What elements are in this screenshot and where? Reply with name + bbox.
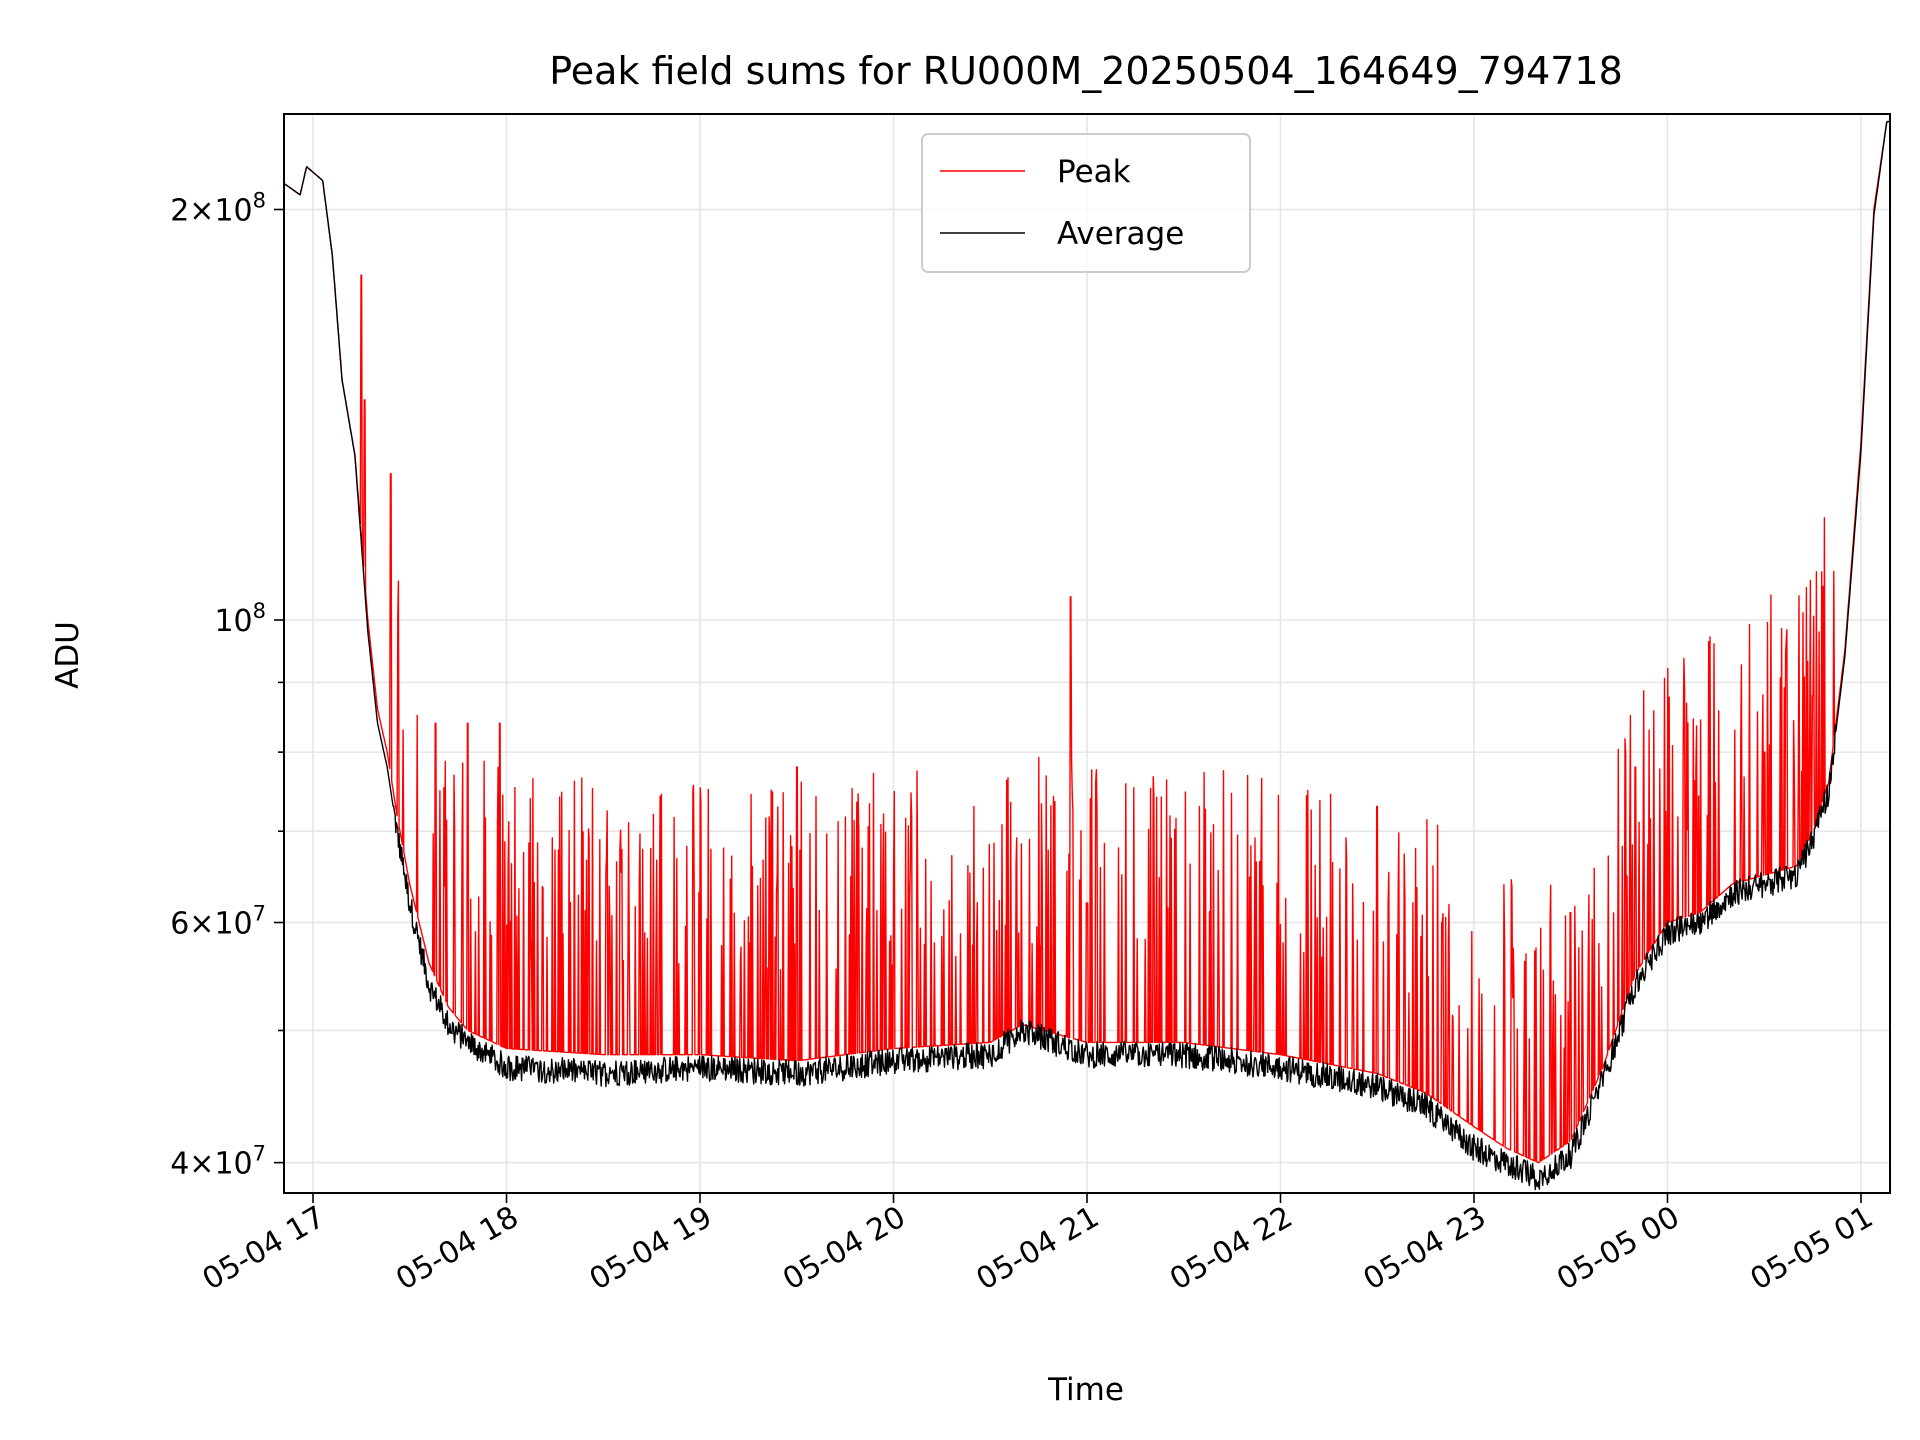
y-tick-base: 10	[214, 604, 252, 639]
chart-title: Peak field sums for RU000M_20250504_1646…	[549, 49, 1623, 93]
y-tick-exponent: 8	[253, 189, 266, 213]
y-tick-exponent: 7	[253, 1142, 266, 1166]
y-tick-base: 10	[214, 194, 252, 229]
series-average-line	[284, 120, 1890, 1191]
y-tick-label: 108	[214, 599, 266, 639]
legend: Peak Average	[921, 133, 1251, 273]
y-axis-label: ADU	[50, 621, 86, 689]
y-tick-base: 10	[214, 907, 252, 942]
y-tick-times-sign: ×	[189, 907, 214, 942]
legend-label-peak: Peak	[1057, 154, 1131, 190]
y-tick-label: 2×108	[170, 189, 266, 229]
y-tick-exponent: 7	[253, 902, 266, 926]
y-tick-label: 4×107	[170, 1142, 266, 1182]
y-tick-times-sign: ×	[189, 1147, 214, 1182]
y-tick-exponent: 8	[253, 599, 266, 623]
plot-area	[284, 120, 1890, 1191]
series-peak-line	[284, 120, 1890, 1164]
y-tick-base: 10	[214, 1147, 252, 1182]
y-tick-label: 6×107	[170, 902, 266, 942]
legend-box	[921, 133, 1251, 273]
y-tick-times-sign: ×	[189, 194, 214, 229]
y-tick-mantissa: 4	[170, 1147, 189, 1182]
legend-label-average: Average	[1057, 216, 1184, 252]
x-axis-label: Time	[1047, 1372, 1124, 1408]
y-tick-mantissa: 2	[170, 194, 189, 229]
y-tick-mantissa: 6	[170, 907, 189, 942]
